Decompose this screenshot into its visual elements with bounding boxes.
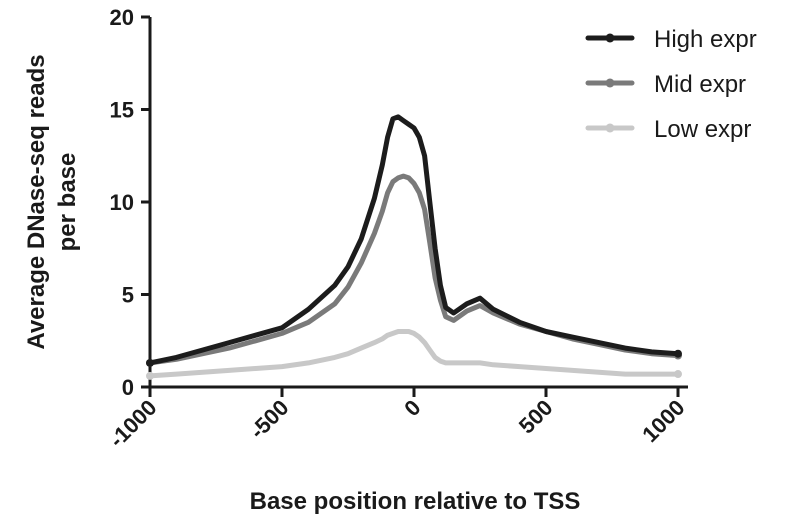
axes: 0 5 10 15 20 -1000 -500 0 500 1000 (104, 5, 689, 452)
series-point (674, 349, 682, 358)
x-tick-label: -500 (245, 395, 294, 444)
y-tick-label: 20 (110, 5, 134, 30)
legend-label: Low expr (654, 116, 751, 143)
series-point (146, 371, 154, 380)
x-tick-label: 0 (399, 395, 425, 421)
y-tick-label: 10 (110, 190, 134, 215)
y-tick-label: 0 (122, 375, 134, 400)
series-layer (146, 114, 682, 380)
y-axis-title-line: Average DNase-seq reads (23, 54, 50, 349)
y-axis-title-line: per base (54, 153, 81, 252)
series-point (146, 358, 154, 367)
legend-marker (605, 33, 615, 43)
x-tick-label: 500 (514, 395, 558, 439)
legend-marker (605, 123, 615, 133)
y-tick-label: 15 (110, 98, 134, 123)
legend-marker (605, 78, 615, 88)
series-line-high-expr (147, 114, 681, 366)
x-tick-label: 1000 (637, 395, 689, 447)
series-point (674, 370, 682, 379)
legend-label: High expr (654, 26, 757, 53)
legend-label: Mid expr (654, 71, 746, 98)
y-tick-label: 5 (122, 283, 134, 308)
legend: High expr Mid expr Low expr (585, 26, 757, 143)
series-line-low-expr (147, 329, 681, 379)
y-axis-title: Average DNase-seq reads per base (23, 54, 81, 349)
x-tick-label: -1000 (104, 395, 161, 452)
x-axis-title: Base position relative to TSS (250, 488, 581, 515)
